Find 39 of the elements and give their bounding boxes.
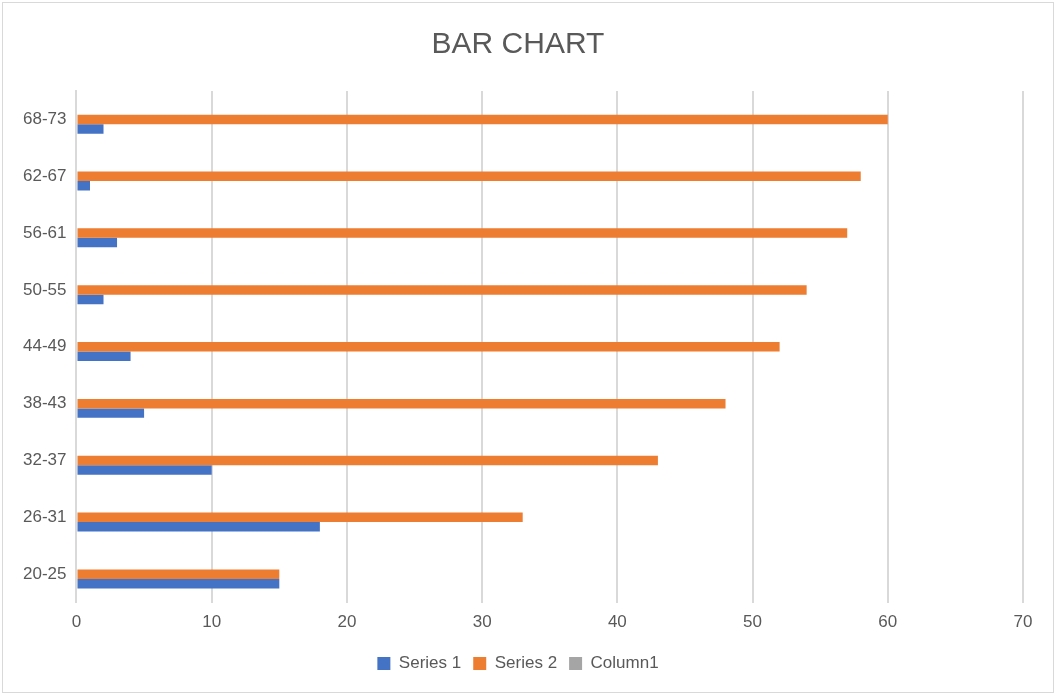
bar [77,285,807,295]
y-tick-label: 62-67 [23,165,67,185]
bar [77,124,104,134]
bar [77,569,280,579]
bar [77,512,523,523]
legend-label: Column1 [590,653,659,673]
x-tick-label: 40 [607,612,627,632]
bar [77,114,888,125]
y-tick-label: 32-37 [23,450,67,470]
y-tick-label: 38-43 [23,393,67,413]
bar [77,455,658,466]
x-tick-label: 60 [878,612,898,632]
bar [77,408,145,418]
y-tick-label: 20-25 [23,563,67,583]
legend-label: Series 2 [494,653,558,673]
bar [77,294,104,305]
bar [77,522,320,532]
bar [77,351,131,362]
bar [77,237,118,248]
x-tick-label: 0 [71,612,82,632]
chart-title: BAR CHART [431,26,605,60]
bar [77,228,848,238]
x-tick-label: 50 [743,612,763,632]
bar [77,398,726,409]
x-tick-label: 30 [472,612,492,632]
bar [77,181,90,191]
bar [77,465,212,475]
bar [77,342,780,352]
x-tick-label: 10 [202,612,222,632]
y-tick-label: 68-73 [23,109,67,129]
y-tick-label: 44-49 [23,336,67,356]
y-tick-label: 56-61 [23,222,67,242]
x-tick-label: 70 [1013,612,1033,632]
x-tick-label: 20 [337,612,357,632]
bar [77,171,861,181]
legend-label: Series 1 [398,653,462,673]
bar [77,578,280,589]
y-tick-label: 50-55 [23,279,67,299]
y-tick-label: 26-31 [23,507,67,527]
